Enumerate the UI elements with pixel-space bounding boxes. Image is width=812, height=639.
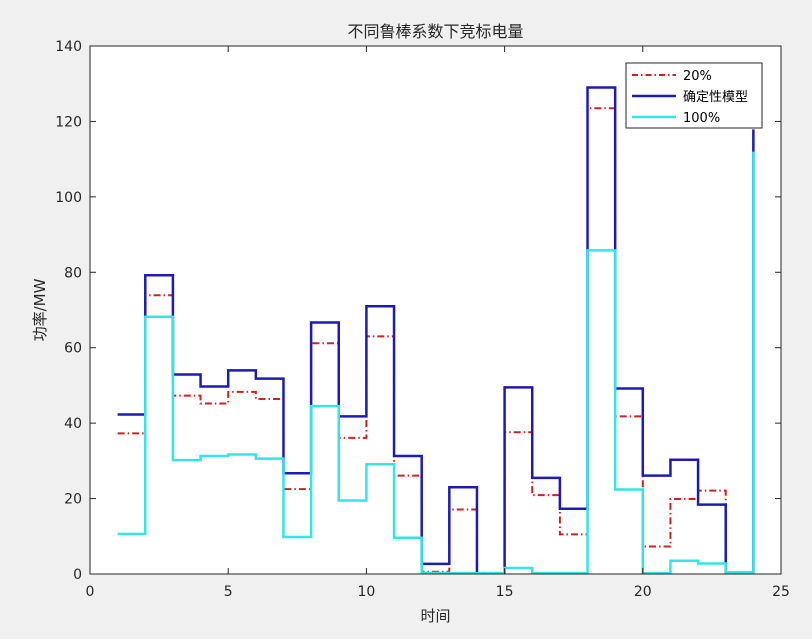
x-axis-title: 时间 [420, 607, 450, 625]
legend-label-20pct: 20% [683, 69, 712, 84]
legend: 20% 确定性模型 100% [625, 62, 763, 129]
y-axis-title: 功率/MW [31, 278, 49, 341]
y-tick-label-4: 80 [64, 265, 82, 281]
chart-title: 不同鲁棒系数下竞标电量 [347, 22, 523, 41]
y-tick-label-2: 40 [64, 416, 82, 432]
y-tick-label-5: 100 [55, 190, 82, 206]
x-tick-label-4: 20 [634, 584, 652, 600]
x-tick-label-1: 5 [224, 584, 233, 600]
tick-layer: 0 5 10 15 20 25 0 20 40 60 80 100 120 140 [55, 39, 790, 600]
axes-box [89, 45, 782, 575]
legend-label-deterministic: 确定性模型 [683, 90, 748, 105]
x-tick-label-2: 10 [357, 584, 375, 600]
plot-area [90, 46, 781, 574]
y-tick-label-0: 0 [73, 567, 82, 583]
y-tick-label-3: 60 [64, 341, 82, 357]
legend-label-100pct: 100% [683, 111, 720, 126]
series-100pct [117, 151, 755, 575]
x-tick-label-5: 25 [772, 584, 790, 600]
x-tick-label-0: 0 [86, 584, 95, 600]
y-tick-label-7: 140 [55, 39, 82, 55]
y-tick-label-6: 120 [55, 114, 82, 130]
x-tick-label-3: 15 [496, 584, 514, 600]
y-tick-label-1: 20 [64, 492, 82, 508]
series-layer [117, 86, 755, 575]
series-deterministic [117, 86, 755, 575]
